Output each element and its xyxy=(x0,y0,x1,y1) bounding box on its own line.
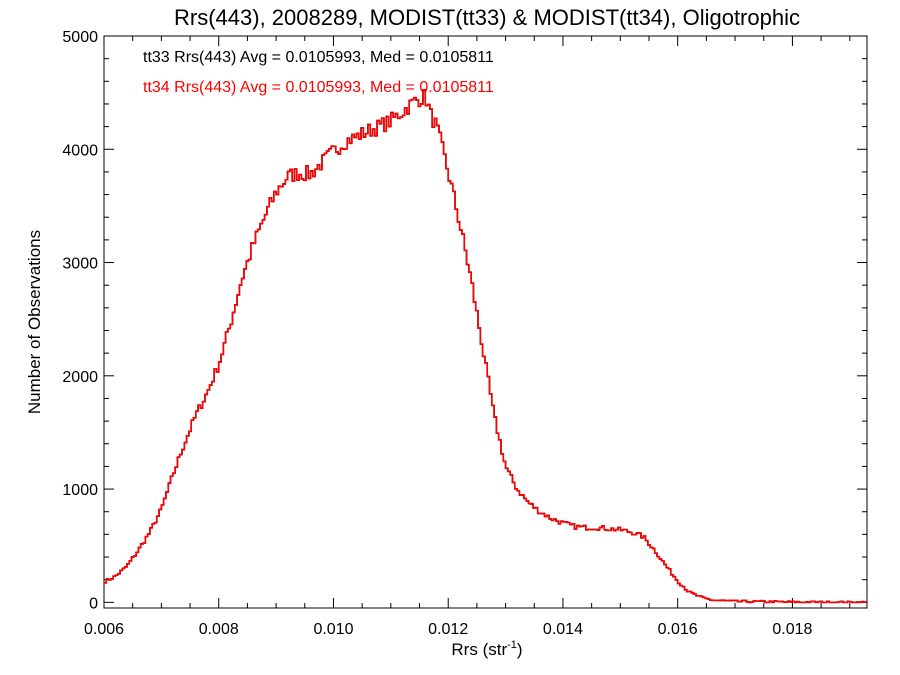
x-axis: 0.006 0.008 0.010 0.012 0.014 0.016 0.018 xyxy=(84,36,851,638)
y-axis: 0 1000 2000 3000 4000 5000 xyxy=(62,29,867,612)
legend-entry-tt34: tt34 Rrs(443) Avg = 0.0105993, Med = 0.0… xyxy=(143,79,494,96)
y-tick-label: 5000 xyxy=(62,29,98,46)
legend-entry-tt33: tt33 Rrs(443) Avg = 0.0105993, Med = 0.0… xyxy=(143,49,494,66)
y-tick-label: 0 xyxy=(89,595,98,612)
y-tick-label: 4000 xyxy=(62,142,98,159)
y-tick-label: 3000 xyxy=(62,256,98,273)
x-tick-label: 0.012 xyxy=(428,621,468,638)
series-lines xyxy=(104,89,867,604)
x-tick-label: 0.016 xyxy=(658,621,698,638)
plot-frame xyxy=(103,35,868,609)
chart-title: Rrs(443), 2008289, MODIST(tt33) & MODIST… xyxy=(174,5,800,30)
y-axis-label: Number of Observations xyxy=(25,230,44,414)
x-tick-label: 0.006 xyxy=(84,621,124,638)
y-tick-label: 2000 xyxy=(62,369,98,386)
x-tick-label: 0.018 xyxy=(772,621,812,638)
x-tick-label: 0.008 xyxy=(199,621,239,638)
series-line-tt34 xyxy=(104,89,867,604)
x-axis-label: Rrs (str-1) xyxy=(451,639,522,659)
series-line-tt33 xyxy=(104,89,867,604)
x-tick-label: 0.010 xyxy=(313,621,353,638)
y-tick-label: 1000 xyxy=(62,482,98,499)
x-tick-label: 0.014 xyxy=(543,621,583,638)
